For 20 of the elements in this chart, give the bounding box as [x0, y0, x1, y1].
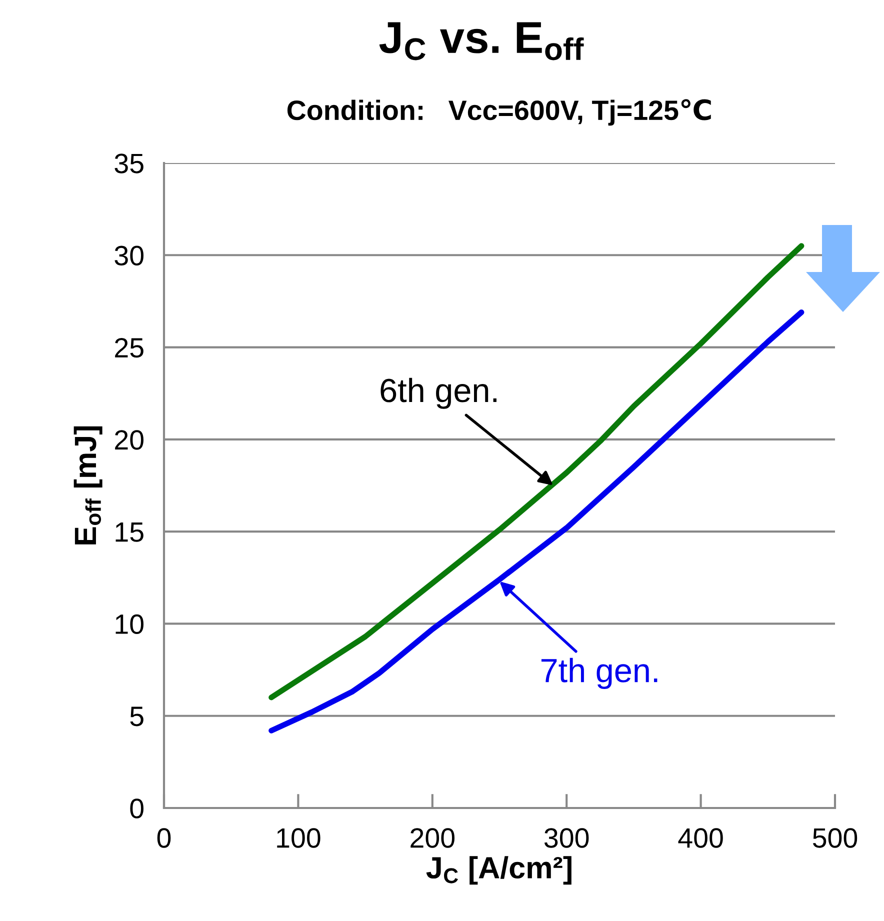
x-axis-title: J$_{C}$ [A/cm²] [426, 856, 572, 885]
y-tick-label: 0 [130, 798, 144, 818]
x-tick-label: 100 [277, 828, 320, 848]
y-tick-label: 25 [115, 338, 144, 358]
x-tick-label: 300 [544, 828, 589, 848]
chart-subtitle: Condition: Vcc=600V, Tj=125℃ [287, 99, 711, 126]
x-tick-label: 200 [410, 828, 454, 848]
y-axis-title: E$_{off}$ [mJ] [74, 426, 102, 544]
x-tick-label: 500 [812, 828, 858, 848]
y-tick-label: 30 [114, 246, 144, 266]
x-tick-label: 400 [678, 828, 723, 848]
y-tick-label: 15 [116, 522, 144, 542]
chart-title: J$_{C}$ vs. E$_{off}$ [379, 22, 584, 60]
y-tick-label: 10 [116, 614, 144, 634]
x-tick-label: 0 [157, 828, 171, 848]
annotation: 7th gen. [541, 658, 658, 690]
annotation: 6th gen. [380, 378, 496, 409]
y-tick-label: 5 [130, 706, 144, 726]
y-tick-label: 20 [115, 430, 144, 450]
y-tick-label: 35 [114, 154, 144, 174]
